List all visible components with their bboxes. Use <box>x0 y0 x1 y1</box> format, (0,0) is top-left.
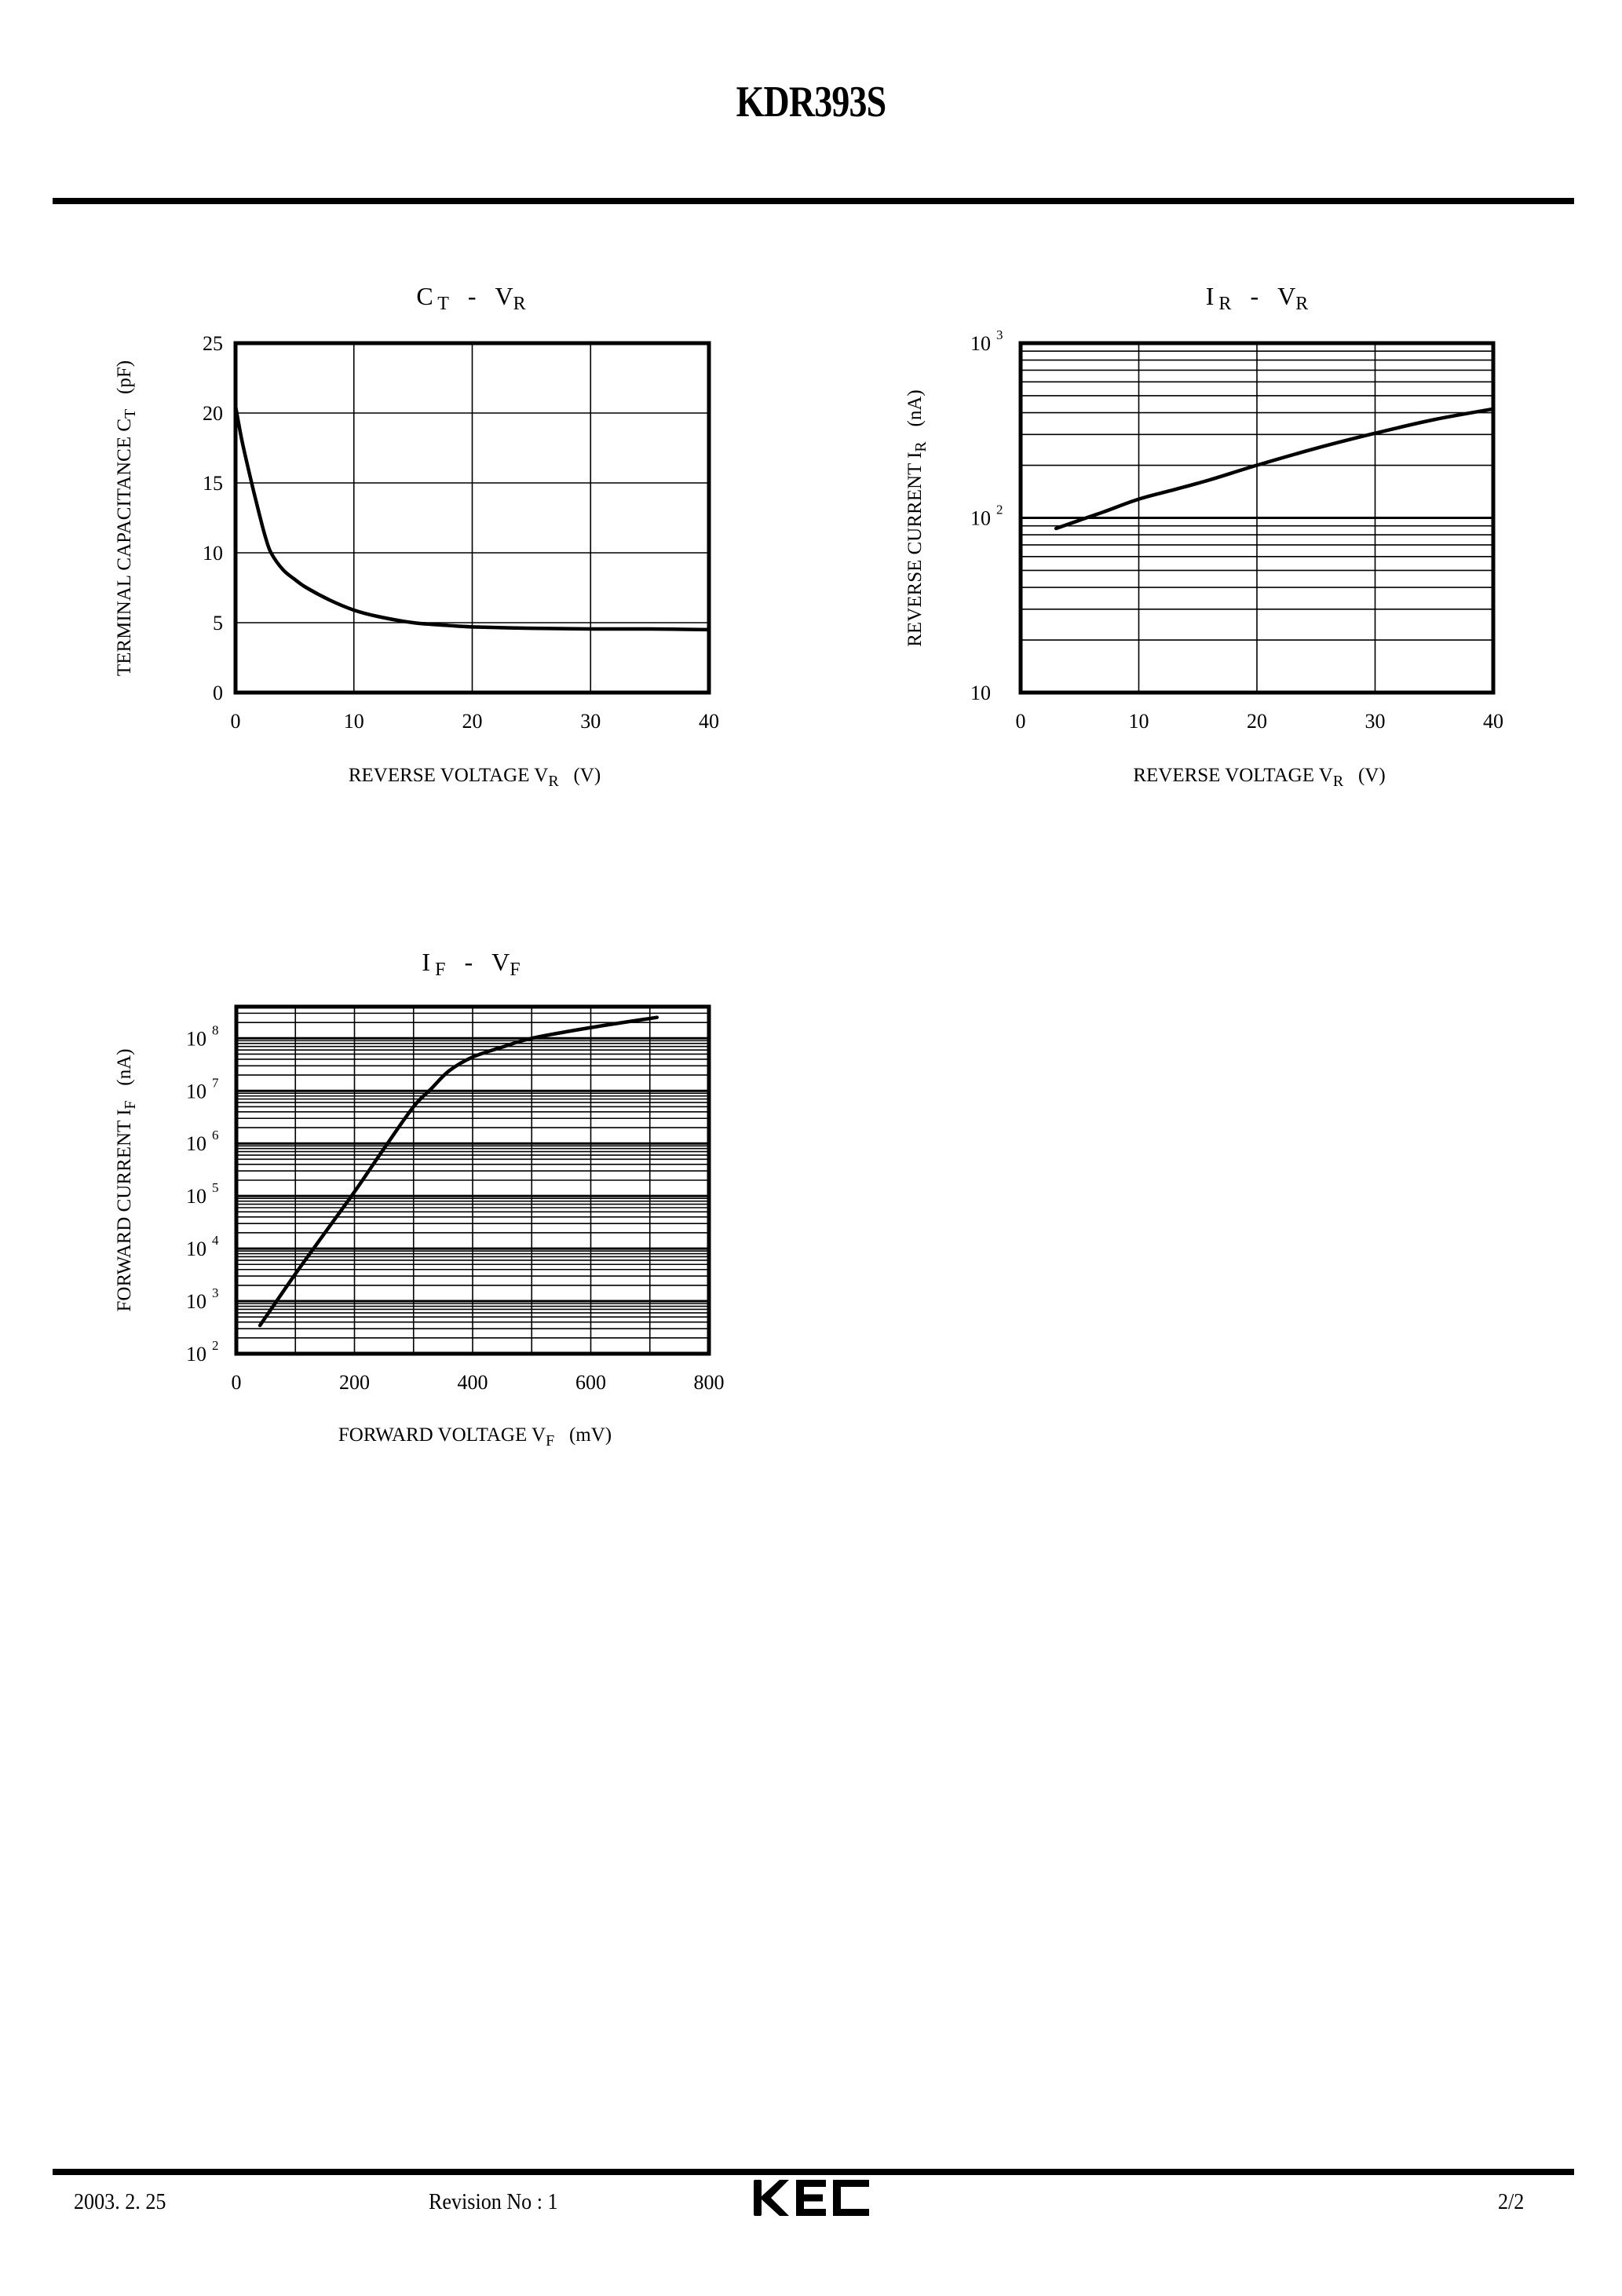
chart-title: I F - VF <box>422 948 520 980</box>
footer-date: 2003. 2. 25 <box>74 2189 166 2214</box>
svg-text:10: 10 <box>203 542 223 565</box>
svg-text:15: 15 <box>203 472 223 495</box>
svg-text:106: 10 6 <box>186 1128 219 1155</box>
svg-text:30: 30 <box>580 710 601 733</box>
svg-text:102: 10 2 <box>970 503 1003 530</box>
chart-ct-vr: C T - VR 0 10 20 30 40 0 5 10 15 20 25 REVERSE VOLTA… <box>114 282 720 790</box>
plot-frame <box>1018 341 1496 695</box>
svg-text:30: 30 <box>1365 710 1386 733</box>
x-tick-labels: 0 10 20 30 40 <box>231 710 720 733</box>
svg-text:40: 40 <box>699 710 719 733</box>
data-series-curve <box>233 404 711 632</box>
svg-text:20: 20 <box>1247 710 1267 733</box>
header-divider <box>53 198 1574 204</box>
chart-title: I R - VR <box>1206 282 1308 314</box>
svg-text:20: 20 <box>203 402 223 425</box>
svg-text:108: 10 8 <box>186 1022 219 1050</box>
svg-text:C T - VR: C T - VR <box>416 282 525 314</box>
chart-ir-vr: I R - VR 0 10 20 30 40 10 10 2 10 3 REVERSE VOLTAGE… <box>904 282 1504 790</box>
x-axis-label: REVERSE VOLTAGE VR (V) <box>1133 765 1385 790</box>
svg-text:107: 10 7 <box>186 1075 219 1102</box>
svg-text:20: 20 <box>462 710 483 733</box>
svg-text:103: 10 3 <box>970 327 1003 355</box>
svg-text:400: 400 <box>458 1371 488 1394</box>
svg-text:103: 10 3 <box>186 1285 219 1313</box>
svg-text:I F - VF: I F - VF <box>422 948 520 980</box>
svg-text:10: 10 <box>1129 710 1149 733</box>
svg-text:105: 10 5 <box>186 1180 219 1208</box>
svg-text:10: 10 <box>344 710 364 733</box>
svg-text:0: 0 <box>232 1371 242 1394</box>
plot-frame <box>233 341 711 695</box>
svg-text:800: 800 <box>694 1371 725 1394</box>
y-axis-label: TERMINAL CAPACITANCE CT (pF) <box>114 360 139 676</box>
y-tick-labels: 0 5 10 15 20 25 <box>203 332 223 704</box>
svg-text:40: 40 <box>1483 710 1503 733</box>
svg-text:5: 5 <box>213 612 223 634</box>
chart-grid <box>236 343 709 693</box>
footer-divider <box>53 2169 1574 2175</box>
svg-text:600: 600 <box>575 1371 606 1394</box>
y-axis-label: FORWARD CURRENT IF (nA) <box>114 1048 139 1311</box>
chart-title: C T - VR <box>416 282 525 314</box>
svg-text:0: 0 <box>231 710 241 733</box>
footer-revision: Revision No : 1 <box>429 2189 558 2214</box>
data-series-curve <box>258 1015 659 1328</box>
y-axis-label: REVERSE CURRENT IR (nA) <box>904 389 930 646</box>
svg-text:I R - VR: I R - VR <box>1206 282 1308 314</box>
footer-page-number: 2/2 <box>1498 2189 1525 2214</box>
svg-text:10: 10 <box>970 682 991 704</box>
svg-text:25: 25 <box>203 332 223 355</box>
kec-logo <box>754 2180 871 2221</box>
svg-text:0: 0 <box>213 682 223 704</box>
svg-text:102: 10 2 <box>186 1338 219 1366</box>
kec-logo-icon <box>754 2180 869 2216</box>
svg-text:200: 200 <box>339 1371 370 1394</box>
svg-text:104: 10 4 <box>186 1233 219 1260</box>
x-axis-label: REVERSE VOLTAGE VR (V) <box>349 765 601 790</box>
x-tick-labels: 0 200 400 600 800 <box>232 1371 725 1394</box>
svg-text:0: 0 <box>1016 710 1026 733</box>
chart-grid <box>236 1007 709 1354</box>
plot-frame <box>234 1004 711 1356</box>
x-tick-labels: 0 10 20 30 40 <box>1016 710 1504 733</box>
document-title: KDR393S <box>736 78 887 126</box>
x-axis-label: FORWARD VOLTAGE VF (mV) <box>338 1424 612 1450</box>
data-series-curve <box>1054 407 1496 531</box>
